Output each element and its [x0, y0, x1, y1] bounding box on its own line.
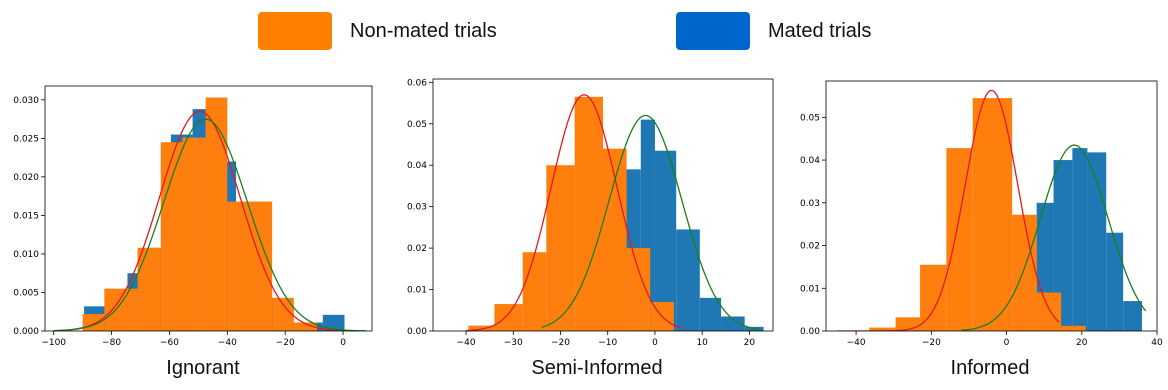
x-tick-label: 0	[340, 338, 346, 348]
y-tick-label: 0.01	[407, 286, 427, 296]
y-tick-label: 0.02	[407, 244, 427, 254]
histogram-bar-nonmated	[920, 264, 947, 331]
x-tick-label: 10	[696, 338, 708, 348]
histogram-bar-nonmated	[494, 304, 523, 331]
histogram-bar-nonmated	[1061, 325, 1086, 331]
axes-frame	[825, 80, 1158, 332]
histogram-bar-nonmated	[227, 201, 250, 331]
x-tick-label: −60	[160, 338, 179, 348]
histogram-bar-nonmated	[272, 297, 294, 331]
x-tick-label: −80	[102, 338, 121, 348]
histogram-informed: −40 −20 0 20 40 0.00 0.01 0.02 0.03 0.04 0.05	[800, 80, 1163, 348]
histogram-bar-nonmated	[468, 325, 495, 331]
histogram-bar-mated	[654, 150, 677, 331]
histogram-bar-nonmated	[137, 247, 161, 331]
y-tick-label: 0.010	[13, 250, 39, 260]
histogram-bar-nonmated	[603, 148, 627, 331]
histogram-bar-nonmated	[82, 314, 105, 331]
histogram-bar-nonmated	[626, 248, 651, 331]
histogram-bar-nonmated	[946, 148, 973, 331]
x-tick-label: −30	[504, 338, 523, 348]
y-tick-label: 0.03	[407, 203, 427, 213]
histogram-bar-nonmated	[293, 322, 318, 331]
panel-title-semi-informed: Semi-Informed	[531, 357, 663, 379]
histogram-bar-nonmated	[574, 96, 603, 331]
x-tick-label: −10	[598, 338, 617, 348]
axes-frame	[432, 78, 774, 332]
x-tick-label: 0	[652, 338, 658, 348]
y-tick-label: 0.04	[407, 161, 427, 171]
plot-area	[837, 89, 1147, 331]
y-tick-label: 0.020	[13, 173, 39, 183]
y-tick-label: 0.02	[800, 242, 820, 252]
x-tick-label: −20	[276, 338, 295, 348]
histogram-bar-nonmated	[546, 165, 575, 331]
histogram-bar-mated	[721, 316, 745, 331]
y-tick-label: 0.005	[13, 288, 39, 298]
histogram-bar-nonmated	[104, 288, 138, 331]
x-tick-label: −40	[457, 338, 476, 348]
x-tick-label: 20	[1076, 338, 1088, 348]
y-tick-label: 0.015	[13, 211, 39, 221]
legend-label-mated: Mated trials	[768, 20, 872, 42]
x-tick-label: −100	[41, 338, 66, 348]
histogram-bar-nonmated	[1036, 292, 1062, 331]
y-tick-label: 0.00	[800, 327, 820, 337]
y-tick-label: 0.000	[13, 327, 39, 337]
x-tick-label: −40	[218, 338, 237, 348]
plot-area	[466, 94, 764, 331]
legend-label-nonmated: Non-mated trials	[350, 20, 497, 42]
histogram-bar-mated	[1087, 152, 1107, 331]
histogram-bar-nonmated	[869, 327, 896, 331]
y-tick-label: 0.05	[800, 113, 820, 123]
histogram-bar-nonmated	[160, 142, 183, 331]
x-tick-label: −20	[551, 338, 570, 348]
x-tick-label: 20	[744, 338, 756, 348]
histogram-bar-nonmated	[522, 252, 547, 331]
y-tick-label: 0.025	[13, 134, 39, 144]
y-tick-label: 0.030	[13, 96, 39, 106]
y-tick-label: 0.04	[800, 156, 820, 166]
histogram-bar-mated	[1106, 232, 1124, 331]
histogram-bar-mated	[699, 297, 722, 331]
legend-swatch-nonmated	[258, 12, 332, 50]
x-tick-label: −20	[922, 338, 941, 348]
y-tick-label: 0.03	[800, 199, 820, 209]
fit-curve-mated	[541, 114, 759, 330]
y-tick-label: 0.06	[407, 78, 427, 88]
panel-title-ignorant: Ignorant	[166, 357, 240, 379]
histogram-bar-nonmated	[205, 97, 228, 331]
histogram-bar-nonmated	[249, 201, 273, 331]
histogram-bar-mated	[1072, 148, 1088, 331]
histogram-bar-nonmated	[1012, 214, 1037, 331]
histogram-ignorant: −100 −80 −60 −40 −20 0 0.000 0.005 0.010 0.015 0.0…	[13, 85, 373, 348]
y-tick-label: 0.00	[407, 327, 427, 337]
y-tick-label: 0.05	[407, 120, 427, 130]
plot-area	[53, 97, 367, 331]
x-tick-label: 40	[1151, 338, 1163, 348]
fit-curve-mated	[961, 144, 1147, 331]
panel-title-informed: Informed	[950, 357, 1030, 379]
x-tick-label: 0	[1004, 338, 1010, 348]
histogram-bar-mated	[1053, 160, 1073, 331]
fit-curve-mated	[53, 118, 367, 331]
fit-curve-nonmated	[53, 110, 344, 331]
legend-swatch-mated	[676, 12, 750, 50]
histogram-bar-mated	[1123, 301, 1142, 331]
y-tick-label: 0.01	[800, 284, 820, 294]
histogram-semi-informed: −40 −30 −20 −10 0 10 20 0.00 0.01 0.02 0.03 0.04 0.0…	[407, 78, 774, 348]
x-tick-label: −40	[847, 338, 866, 348]
histogram-bar-mated	[322, 314, 345, 331]
histogram-bar-mated	[676, 229, 700, 331]
fit-curve-nonmated	[466, 94, 684, 331]
histogram-bar-nonmated	[182, 137, 206, 331]
axes-frame	[44, 85, 373, 332]
histogram-bar-nonmated	[972, 98, 1013, 331]
